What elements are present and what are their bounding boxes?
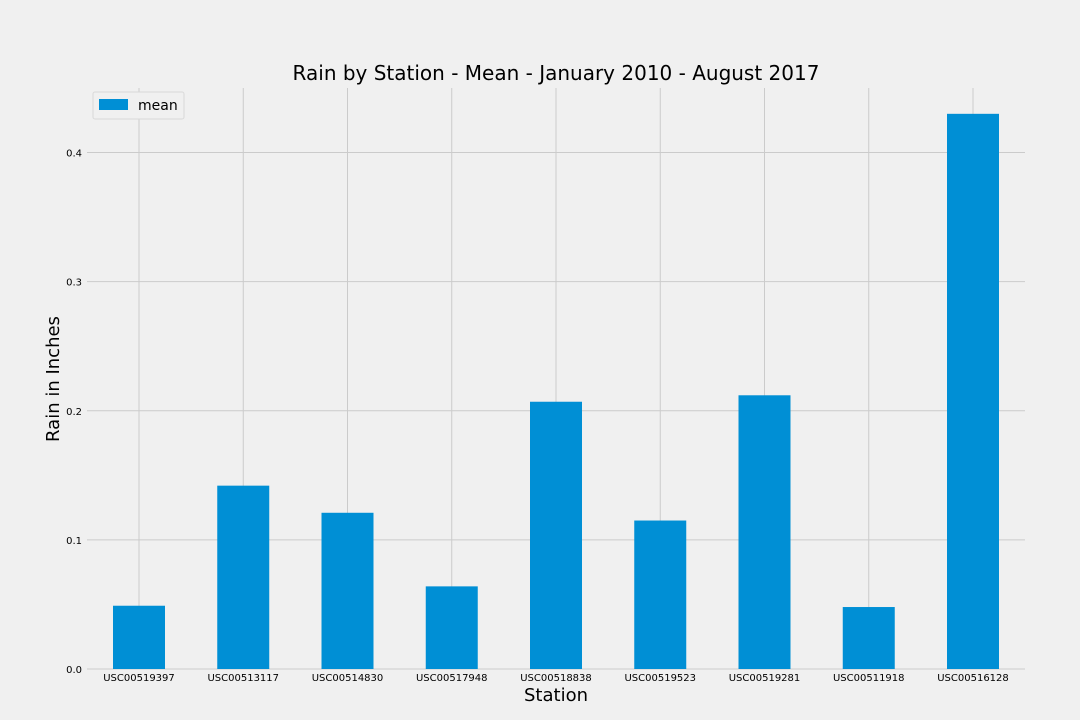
bar-usc00519523 <box>634 520 687 669</box>
y-axis-ticks: 0.0 0.1 0.2 0.3 0.4 <box>66 149 82 676</box>
y-tick-label: 0.0 <box>66 665 82 676</box>
legend-label: mean <box>138 98 178 114</box>
bar-usc00516128 <box>947 113 999 670</box>
y-tick-label: 0.2 <box>66 407 82 418</box>
x-tick-label: USC00518838 <box>520 673 592 684</box>
bar-usc00511918 <box>842 607 895 669</box>
legend: mean <box>92 91 185 120</box>
x-tick-label: USC00511918 <box>833 673 905 684</box>
bar-usc00517948 <box>425 586 478 669</box>
y-axis-label: Rain in Inches <box>43 316 64 442</box>
x-axis-ticks: USC00519397 USC00513117 USC00514830 USC0051… <box>103 673 1009 684</box>
y-tick-label: 0.1 <box>66 536 82 547</box>
bar-usc00514830 <box>321 512 374 669</box>
chart-title: Rain by Station - Mean - January 2010 - … <box>293 61 820 85</box>
x-tick-label: USC00517948 <box>416 673 488 684</box>
bar-usc00518838 <box>530 401 582 669</box>
x-tick-label: USC00513117 <box>207 673 279 684</box>
x-tick-label: USC00519523 <box>624 673 696 684</box>
legend-swatch <box>99 99 128 110</box>
bars <box>113 113 999 670</box>
bar-usc00519281 <box>738 395 791 669</box>
x-tick-label: USC00514830 <box>312 673 384 684</box>
bar-usc00519397 <box>113 605 165 669</box>
legend-box <box>92 91 185 120</box>
x-axis-label: Station <box>524 685 588 706</box>
x-tick-label: USC00516128 <box>937 673 1009 684</box>
x-tick-label: USC00519397 <box>103 673 175 684</box>
x-tick-label: USC00519281 <box>729 673 801 684</box>
y-tick-label: 0.3 <box>66 278 82 289</box>
y-tick-label: 0.4 <box>66 149 82 160</box>
bar-usc00513117 <box>217 485 270 669</box>
